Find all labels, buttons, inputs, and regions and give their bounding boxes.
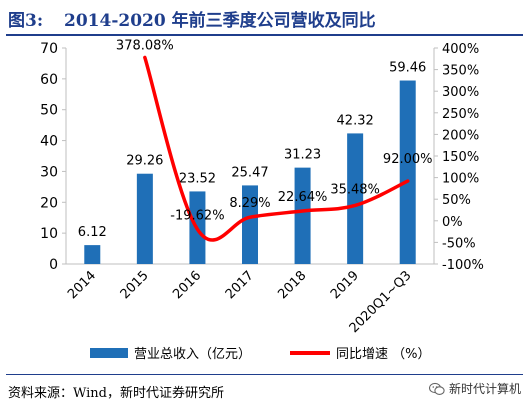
right-tick-label: 250% <box>442 107 479 122</box>
left-tick-label: 10 <box>40 226 58 242</box>
bar-value-label: 6.12 <box>78 225 107 240</box>
bar <box>136 173 153 264</box>
revenue-growth-chart: 0 10 20 30 40 50 60 70 -100% -50% 0% 50% 100% 150% 200… <box>40 38 484 362</box>
figure-header: 图3: 2014-2020 年前三季度公司营收及同比 <box>6 4 523 34</box>
wechat-icon <box>428 382 445 395</box>
bar-value-label: 25.47 <box>231 165 268 180</box>
growth-value-label: -19.62% <box>170 208 224 223</box>
right-tick-label: 300% <box>442 85 479 100</box>
left-tick-label: 40 <box>40 134 58 150</box>
right-tick-label: 350% <box>442 64 479 79</box>
left-tick-label: 60 <box>40 72 58 88</box>
source-rule <box>6 374 523 375</box>
growth-value-label: 22.64% <box>278 190 328 205</box>
legend-line-label: 同比增速 （%） <box>336 347 431 362</box>
bar-value-label: 31.23 <box>284 148 321 163</box>
right-tick-label: 0% <box>442 215 463 230</box>
right-tick-label: 50% <box>442 193 471 208</box>
watermark-text: 新时代计算机 <box>448 382 521 396</box>
bar-value-label: 59.46 <box>389 61 426 76</box>
growth-value-label: 35.48% <box>330 182 380 197</box>
growth-value-label: 92.00% <box>383 152 433 167</box>
right-tick-label: 150% <box>442 150 479 165</box>
source-note: 资料来源：Wind，新时代证券研究所 <box>8 386 224 401</box>
x-tick-label: 2016 <box>170 268 204 302</box>
right-tick-label: 400% <box>442 42 479 57</box>
x-tick-label: 2015 <box>118 268 152 302</box>
x-tick-label: 2019 <box>328 268 362 302</box>
left-tick-label: 70 <box>40 41 58 57</box>
x-tick-label: 2017 <box>223 268 257 302</box>
figure-label: 图3: <box>8 11 44 31</box>
growth-value-label: 8.29% <box>229 196 270 211</box>
left-tick-label: 50 <box>40 103 58 119</box>
right-tick-label: 100% <box>442 172 479 187</box>
title-rule <box>6 34 523 36</box>
growth-line <box>143 55 410 242</box>
left-tick-label: 20 <box>40 195 58 211</box>
right-tick-label: -50% <box>442 236 476 251</box>
growth-value-label: 378.08% <box>116 38 174 53</box>
figure-title: 2014-2020 年前三季度公司营收及同比 <box>64 11 376 31</box>
bar <box>347 133 364 264</box>
bar-value-label: 23.52 <box>179 171 216 186</box>
bar <box>242 185 258 264</box>
bar-value-label: 29.26 <box>126 154 163 169</box>
bar <box>399 80 416 264</box>
legend-bar-swatch <box>90 348 128 358</box>
left-tick-label: 30 <box>40 164 58 180</box>
watermark: 新时代计算机 <box>428 380 521 397</box>
left-tick-label: 0 <box>49 257 58 273</box>
bar <box>294 167 311 264</box>
bar <box>84 245 101 264</box>
legend-bar-label: 营业总收入（亿元） <box>134 347 251 362</box>
right-tick-label: 200% <box>442 128 479 143</box>
bar-value-label: 42.32 <box>337 113 374 128</box>
x-tick-label: 2018 <box>275 268 309 302</box>
x-tick-label: 2014 <box>65 268 99 302</box>
right-tick-label: -100% <box>442 258 484 273</box>
